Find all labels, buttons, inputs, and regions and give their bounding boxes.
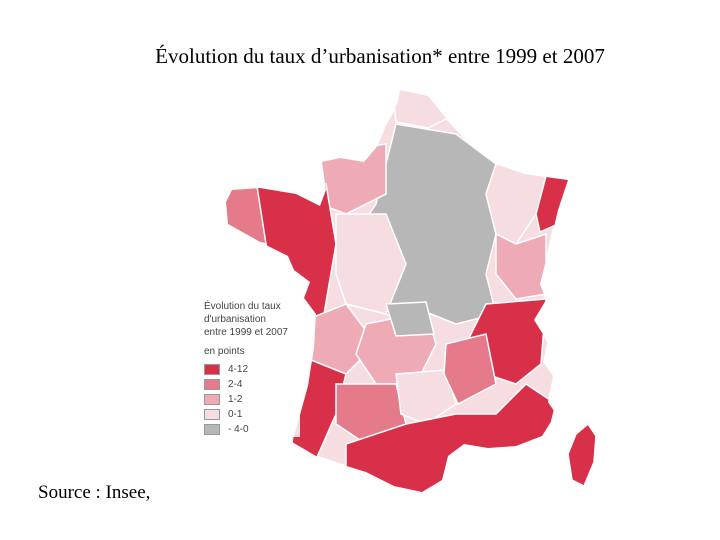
- region-drome-ardeche: [443, 333, 497, 406]
- legend-item: 1-2: [204, 392, 300, 407]
- legend-label: 4-12: [228, 364, 249, 375]
- legend-swatch: [204, 379, 220, 390]
- department-regions: [226, 90, 568, 492]
- legend-title-line: entre 1999 et 2007: [204, 327, 288, 338]
- map-legend: Évolution du taux d'urbanisation entre 1…: [204, 300, 300, 437]
- region-nord: [391, 90, 449, 129]
- region-centre: [335, 213, 407, 315]
- source-note: Source : Insee,: [38, 482, 151, 503]
- legend-swatch: [204, 424, 220, 435]
- legend-item: 4-12: [204, 362, 300, 377]
- france-choropleth: [225, 89, 596, 493]
- region-alsace: [535, 175, 568, 234]
- legend-label: 0-1: [228, 409, 243, 420]
- region-lot-aveyron: [395, 369, 457, 425]
- legend-swatch: [204, 394, 220, 405]
- region-cher: [384, 301, 435, 337]
- map-title: Évolution du taux d’urbanisation* entre …: [155, 44, 605, 68]
- legend-item: 0-1: [204, 407, 300, 422]
- corsica: [567, 422, 596, 488]
- legend-item: - 4-0: [204, 422, 300, 437]
- legend-label: 1-2: [228, 394, 243, 405]
- region-franche-comte: [495, 232, 547, 300]
- legend-item: 2-4: [204, 377, 300, 392]
- legend-title-line: Évolution du taux: [204, 301, 281, 312]
- france-map: [196, 84, 596, 504]
- legend-swatch: [204, 364, 220, 375]
- legend-unit: en points: [204, 346, 245, 357]
- legend-title-line: d'urbanisation: [204, 314, 266, 325]
- legend-label: 2-4: [228, 379, 243, 390]
- legend-label: - 4-0: [228, 424, 249, 435]
- legend-swatch: [204, 409, 220, 420]
